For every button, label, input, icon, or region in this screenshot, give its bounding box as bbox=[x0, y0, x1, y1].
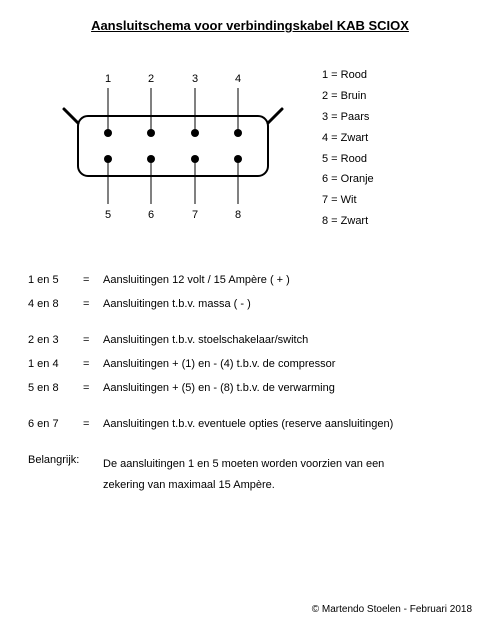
important-label: Belangrijk: bbox=[28, 454, 83, 496]
definition-key: 6 en 7 bbox=[28, 418, 83, 430]
definition-row: 6 en 7=Aansluitingen t.b.v. eventuele op… bbox=[28, 418, 472, 430]
pin-color-legend: 1 = Rood2 = Bruin3 = Paars4 = Zwart5 = R… bbox=[322, 61, 374, 232]
definition-key: 5 en 8 bbox=[28, 382, 83, 394]
definition-row: 1 en 5=Aansluitingen 12 volt / 15 Ampère… bbox=[28, 274, 472, 286]
definition-text: Aansluitingen + (5) en - (8) t.b.v. de v… bbox=[103, 382, 472, 394]
important-line1: De aansluitingen 1 en 5 moeten worden vo… bbox=[103, 458, 384, 470]
definition-eq: = bbox=[83, 382, 103, 394]
definition-eq: = bbox=[83, 334, 103, 346]
svg-text:4: 4 bbox=[235, 73, 241, 85]
copyright: © Martendo Stoelen - Februari 2018 bbox=[312, 604, 472, 615]
legend-item: 3 = Paars bbox=[322, 107, 374, 128]
svg-text:1: 1 bbox=[105, 73, 111, 85]
definition-row: 1 en 4=Aansluitingen + (1) en - (4) t.b.… bbox=[28, 358, 472, 370]
important-note: Belangrijk: De aansluitingen 1 en 5 moet… bbox=[28, 454, 472, 496]
definition-eq: = bbox=[83, 418, 103, 430]
definition-key: 2 en 3 bbox=[28, 334, 83, 346]
definition-key: 1 en 4 bbox=[28, 358, 83, 370]
definition-key: 4 en 8 bbox=[28, 298, 83, 310]
legend-item: 4 = Zwart bbox=[322, 128, 374, 149]
definition-text: Aansluitingen t.b.v. stoelschakelaar/swi… bbox=[103, 334, 472, 346]
legend-item: 2 = Bruin bbox=[322, 86, 374, 107]
svg-text:5: 5 bbox=[105, 209, 111, 221]
definition-eq: = bbox=[83, 274, 103, 286]
pin-definitions: 1 en 5=Aansluitingen 12 volt / 15 Ampère… bbox=[28, 274, 472, 430]
definition-eq: = bbox=[83, 358, 103, 370]
svg-text:2: 2 bbox=[148, 73, 154, 85]
definition-eq: = bbox=[83, 298, 103, 310]
connector-diagram: 1 2 3 4 5 6 7 8 bbox=[48, 61, 298, 234]
definition-text: Aansluitingen t.b.v. eventuele opties (r… bbox=[103, 418, 472, 430]
legend-item: 5 = Rood bbox=[322, 149, 374, 170]
legend-item: 7 = Wit bbox=[322, 190, 374, 211]
diagram-row: 1 2 3 4 5 6 7 8 1 = Rood2 = Bruin3 = Paars4 = Z… bbox=[28, 61, 472, 234]
legend-item: 8 = Zwart bbox=[322, 211, 374, 232]
legend-item: 6 = Oranje bbox=[322, 169, 374, 190]
definition-text: Aansluitingen + (1) en - (4) t.b.v. de c… bbox=[103, 358, 472, 370]
definition-key: 1 en 5 bbox=[28, 274, 83, 286]
important-line2: zekering van maximaal 15 Ampère. bbox=[103, 479, 275, 491]
svg-text:6: 6 bbox=[148, 209, 154, 221]
definition-text: Aansluitingen t.b.v. massa ( - ) bbox=[103, 298, 472, 310]
svg-text:7: 7 bbox=[192, 209, 198, 221]
svg-text:8: 8 bbox=[235, 209, 241, 221]
legend-item: 1 = Rood bbox=[322, 65, 374, 86]
definition-row: 4 en 8=Aansluitingen t.b.v. massa ( - ) bbox=[28, 298, 472, 310]
definition-row: 5 en 8=Aansluitingen + (5) en - (8) t.b.… bbox=[28, 382, 472, 394]
definition-text: Aansluitingen 12 volt / 15 Ampère ( + ) bbox=[103, 274, 472, 286]
page-title: Aansluitschema voor verbindingskabel KAB… bbox=[28, 18, 472, 33]
definition-row: 2 en 3=Aansluitingen t.b.v. stoelschakel… bbox=[28, 334, 472, 346]
svg-text:3: 3 bbox=[192, 73, 198, 85]
